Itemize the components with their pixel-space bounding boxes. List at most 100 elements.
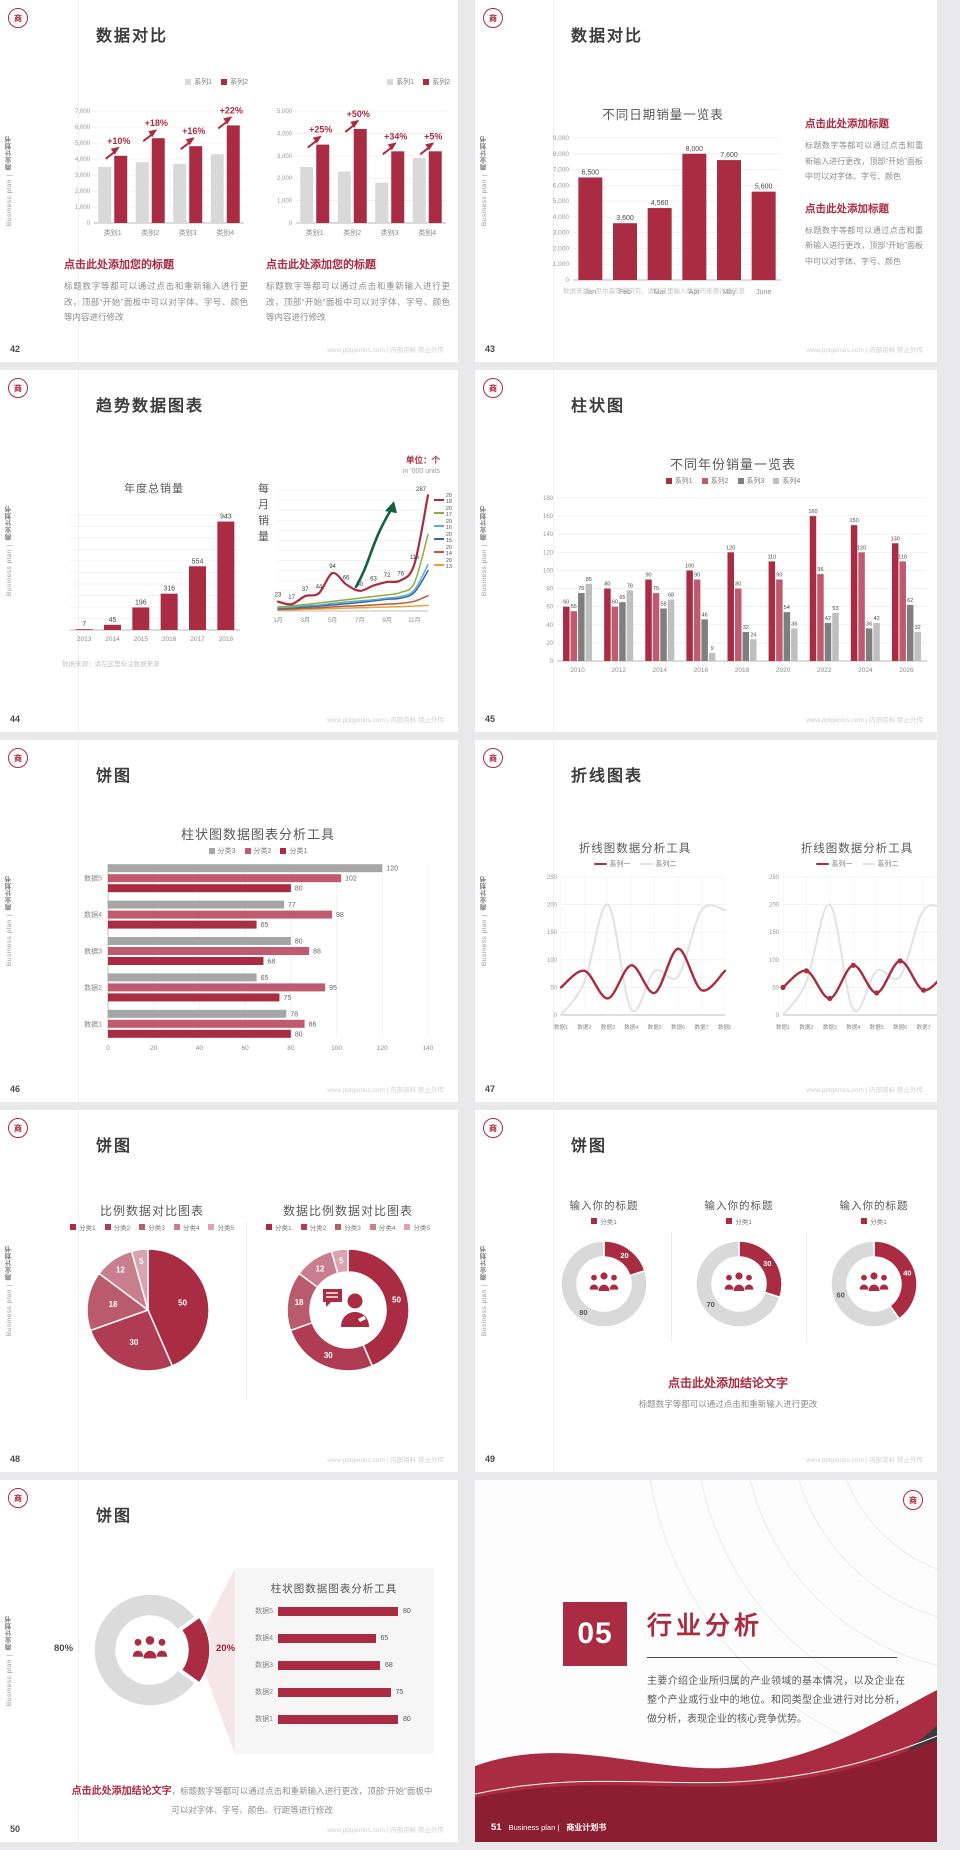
chart-label: +34% <box>384 131 407 141</box>
legend-swatch <box>665 478 672 484</box>
sidebar-book: 商业计划书 <box>481 505 488 541</box>
annotation-arrow-icon <box>217 120 228 130</box>
legend-item: 分类3 <box>139 1222 165 1232</box>
chart-label: 45 <box>109 617 117 624</box>
section-divider-line <box>671 1232 672 1342</box>
bar <box>108 910 332 919</box>
sidebar-vertical-text: Business plan | 商业计划书 <box>480 876 490 966</box>
chart-label: 数据2 <box>84 983 102 992</box>
chart-label: 数据5 <box>648 1023 662 1031</box>
chart-label: 36 <box>866 621 872 627</box>
chart-label: 23 <box>275 593 282 599</box>
annotation-arrowhead <box>185 137 195 146</box>
pie-chart-s48a: 比例数据对比图表 分类1 分类2 分类3 分类4 分类5 50 30 18 12 5 <box>66 1202 238 1387</box>
sidebar-book: 商业计划书 <box>481 135 488 171</box>
chart-legend: 系列一 系列二 <box>761 859 937 869</box>
unit-cn: 单位：个 <box>405 455 440 465</box>
row-label: 数据5 <box>255 1608 273 1615</box>
chart-label: May <box>722 289 736 296</box>
bar <box>873 622 880 661</box>
chart-label: 100 <box>331 1045 342 1052</box>
slide-49[interactable]: 商 Business plan|商业计划书 饼图 输入你的标题 分类1 20 80 输… <box>475 1110 937 1472</box>
legend-swatch <box>335 1224 342 1230</box>
sidebar-separator: | <box>6 1653 13 1657</box>
chart-label: 12 <box>116 1265 125 1274</box>
data-source-note: 数据来源：尼尔森零售研究，请在这里输入数据的来源详情信息 <box>563 288 745 295</box>
text-block: 点击此处添加标题 标题数字等都可以通过点击和重新输入进行更改，顶部“开始”面板中… <box>805 116 923 185</box>
legend-label: 系列一 <box>831 861 853 868</box>
chart-label: 2013 <box>77 636 92 643</box>
annotation-arrow-icon <box>344 124 355 133</box>
chart-label: 7,600 <box>720 152 738 159</box>
chart-label: 42 <box>874 616 880 622</box>
chart-label: 9 <box>711 646 714 652</box>
chart-label: 数据3 <box>84 947 102 956</box>
sidebar-brand: Business plan <box>6 1289 13 1337</box>
bar <box>850 525 858 661</box>
slide-44[interactable]: 商 Business plan | 商业计划书 趋势数据图表 单位：个 in '00… <box>0 370 458 732</box>
line-series <box>277 533 429 608</box>
legend-label: 系列二 <box>877 861 899 868</box>
sidebar-vertical-text: Business plan | 商业计划书 <box>5 876 15 966</box>
conclusion-body: ，标题数字等都可以通过点击和重新输入进行更改，顶部“开始”面板中可以对字体、字号… <box>171 1786 433 1815</box>
chart-label: 50 <box>392 1295 401 1304</box>
title-underline <box>647 1657 897 1658</box>
chart-label: 0 <box>776 1013 780 1019</box>
bar <box>682 153 707 280</box>
bar <box>108 884 291 893</box>
chart-label: 3,600 <box>616 215 634 222</box>
slide-43[interactable]: 商 Business plan | 商业计划书 数据对比 不同日期销量一览表 0 1,0… <box>475 0 937 362</box>
chart-label: 40 <box>903 1269 911 1278</box>
legend-item: 20 16 <box>433 519 452 532</box>
data-point <box>920 987 927 993</box>
chart-label: +18% <box>145 118 168 128</box>
legend-swatch <box>173 1224 180 1230</box>
legend-item: 分类1 <box>861 1216 887 1226</box>
chart-title: 输入你的标题 <box>569 1200 639 1212</box>
legend-item: 分类3 <box>335 1222 361 1232</box>
sidebar-book: 商业计划书 <box>6 505 13 541</box>
bar <box>189 566 206 630</box>
bar <box>189 146 203 223</box>
legend-item: 系列2 <box>701 476 729 486</box>
chart-label: 18 <box>109 1300 118 1309</box>
footer-book: 商业计划书 <box>566 1823 607 1832</box>
chart-label: 50 <box>772 985 779 991</box>
bar <box>708 652 716 661</box>
data-source-note: 数据来源：请在这里标注数据来源 <box>62 661 160 668</box>
slide-48[interactable]: 商 Business plan|商业计划书 饼图 比例数据对比图表 分类1 分类2 分… <box>0 1110 458 1472</box>
slide-46[interactable]: 商 Business plan|商业计划书 饼图 柱状图数据图表分析工具 分类3 分… <box>0 740 458 1102</box>
legend-swatch <box>404 1224 411 1230</box>
sidebar-brand: Business plan <box>481 179 488 227</box>
chart-label: 130 <box>891 536 900 542</box>
chart-label: 1,000 <box>75 205 91 211</box>
chart-label: +16% <box>182 126 205 136</box>
page-number: 48 <box>10 1454 21 1464</box>
chart-label: 554 <box>192 558 204 565</box>
legend-item: 系列二 <box>639 859 677 869</box>
row-label: 数据4 <box>255 1635 273 1642</box>
bar <box>626 590 634 661</box>
chart-label: 数据6 <box>893 1023 907 1031</box>
slide-45[interactable]: 商 Business plan|商业计划书 柱状图 不同年份销量一览表 系列1 系列… <box>475 370 937 732</box>
row-label: 数据2 <box>255 1689 273 1696</box>
bar <box>278 1606 398 1616</box>
chart-label: 类别1 <box>306 228 324 237</box>
sidebar-separator: | <box>481 543 488 547</box>
chart-label: 5月 <box>328 617 337 624</box>
legend-item: 系列二 <box>861 859 899 869</box>
slide-title: 柱状图 <box>571 398 626 415</box>
line-series <box>781 959 937 1000</box>
slide-42[interactable]: 商 Business plan | 商业计划书 数据对比 系列1 系列2 0 1,000 2… <box>0 0 458 362</box>
grouped-bar-chart-s45: 不同年份销量一览表 系列1 系列2 系列3 系列4 0 20 40 60 80 100 120 140 1… <box>537 454 929 681</box>
logo-glyph: 商 <box>14 1123 22 1133</box>
row-value: 75 <box>395 1688 404 1696</box>
slide-51-section-divider[interactable]: 商 05 行业分析 主要介绍企业所归属的产业领域的基本情况，以及企业在整个产业或… <box>475 1480 937 1842</box>
slide-47[interactable]: 商 Business plan|商业计划书 折线图表 折线图数据分析工具 系列一系… <box>475 740 937 1102</box>
pie-slice <box>330 1248 349 1275</box>
legend-label: 20 15 <box>445 532 452 544</box>
slide-50[interactable]: 商 Business plan | 商业计划书 饼图 80% 20% 柱状图数据图表… <box>0 1480 458 1842</box>
donut-chart-s49b: 输入你的标题 分类1 30 70 <box>674 1198 804 1345</box>
legend-swatch <box>701 478 708 484</box>
chart-label: 0 <box>550 659 554 665</box>
